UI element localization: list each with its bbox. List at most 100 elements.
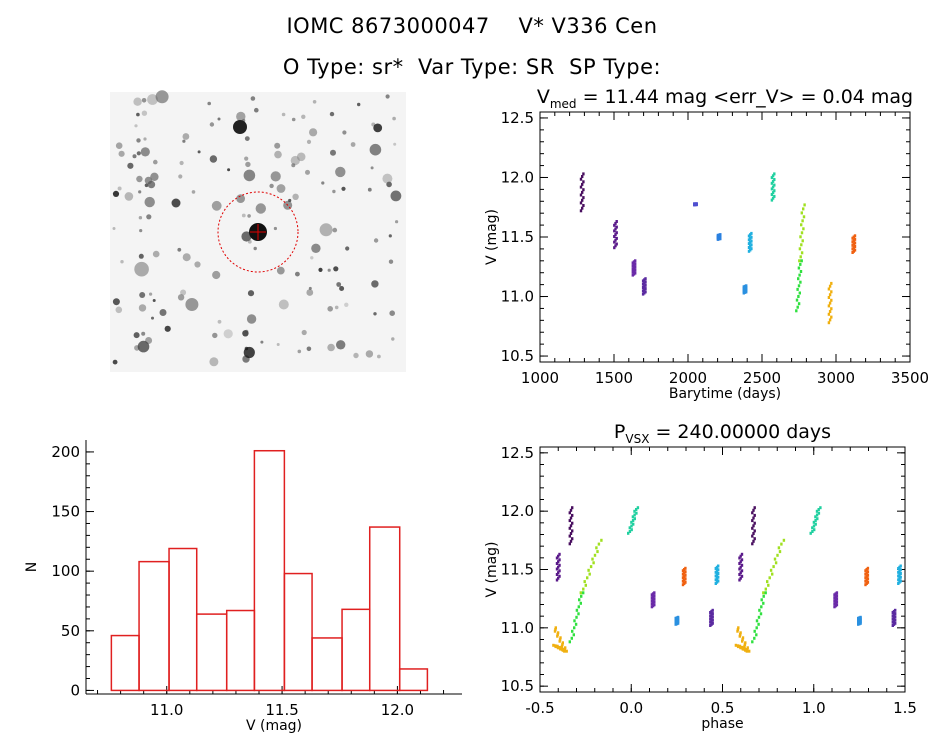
data-point bbox=[579, 591, 582, 595]
data-point bbox=[798, 291, 801, 295]
data-point bbox=[772, 565, 775, 569]
star bbox=[132, 154, 137, 159]
data-point bbox=[813, 528, 816, 532]
star bbox=[242, 330, 249, 337]
data-point bbox=[817, 508, 820, 511]
data-point bbox=[564, 646, 567, 650]
title-line-2: O Type: sr* Var Type: SR SP Type: bbox=[282, 55, 662, 79]
data-point bbox=[751, 542, 754, 546]
star bbox=[138, 253, 144, 259]
star bbox=[395, 220, 399, 224]
star bbox=[353, 352, 359, 359]
star bbox=[386, 181, 392, 188]
star bbox=[124, 192, 134, 201]
data-point bbox=[737, 626, 740, 630]
data-point bbox=[796, 305, 799, 309]
data-point bbox=[817, 511, 821, 515]
data-point bbox=[739, 565, 742, 569]
data-point bbox=[753, 636, 756, 640]
star bbox=[344, 302, 349, 307]
data-point bbox=[556, 634, 559, 638]
data-point bbox=[827, 312, 831, 316]
y-tick-label: 11.0 bbox=[501, 619, 534, 637]
data-point bbox=[853, 241, 857, 245]
data-point bbox=[717, 568, 720, 572]
data-point bbox=[571, 629, 574, 633]
data-point bbox=[579, 601, 582, 605]
data-point bbox=[762, 601, 765, 605]
star bbox=[115, 306, 123, 314]
data-point bbox=[800, 231, 804, 235]
data-point bbox=[741, 638, 744, 641]
hist-bar bbox=[341, 608, 371, 692]
data-point bbox=[738, 556, 741, 560]
star bbox=[333, 266, 339, 272]
y-tick-label: 12.0 bbox=[501, 502, 534, 520]
data-point bbox=[797, 295, 800, 298]
star bbox=[140, 147, 150, 157]
data-point bbox=[568, 526, 571, 530]
data-point bbox=[558, 639, 561, 643]
data-point bbox=[552, 643, 555, 647]
data-point bbox=[615, 225, 618, 229]
star bbox=[211, 200, 222, 211]
star bbox=[377, 354, 381, 359]
star bbox=[365, 350, 374, 358]
data-point bbox=[740, 558, 744, 562]
data-point bbox=[800, 251, 804, 255]
data-point bbox=[751, 519, 754, 523]
data-point bbox=[569, 508, 573, 512]
data-point bbox=[802, 207, 805, 211]
data-point bbox=[582, 591, 585, 595]
data-point bbox=[569, 516, 573, 520]
data-point bbox=[773, 189, 776, 193]
star bbox=[292, 193, 299, 200]
data-point bbox=[814, 515, 817, 519]
data-point bbox=[630, 524, 633, 528]
star bbox=[385, 94, 390, 99]
star bbox=[185, 298, 199, 311]
data-point bbox=[770, 187, 774, 191]
data-point bbox=[866, 577, 870, 581]
star bbox=[327, 343, 335, 352]
star bbox=[159, 309, 167, 316]
star bbox=[276, 266, 285, 275]
data-point bbox=[613, 235, 616, 238]
data-point bbox=[899, 564, 902, 568]
star bbox=[236, 111, 246, 122]
data-point bbox=[630, 528, 633, 532]
star bbox=[274, 150, 282, 159]
data-point bbox=[815, 513, 819, 517]
y-tick-label: 12.5 bbox=[501, 444, 534, 462]
star bbox=[306, 139, 312, 144]
data-point bbox=[801, 219, 804, 223]
star bbox=[178, 174, 183, 179]
data-point bbox=[859, 615, 862, 619]
star bbox=[330, 149, 336, 156]
data-point bbox=[581, 198, 584, 202]
data-point bbox=[797, 302, 801, 306]
star bbox=[336, 340, 346, 350]
data-point bbox=[741, 639, 744, 643]
data-point bbox=[830, 307, 833, 311]
data-point bbox=[571, 506, 574, 510]
data-point bbox=[894, 615, 897, 619]
hist-bar bbox=[168, 547, 198, 692]
data-point bbox=[827, 296, 831, 299]
data-point bbox=[767, 583, 770, 587]
data-point bbox=[830, 298, 833, 302]
plot-frame bbox=[539, 446, 906, 693]
data-point bbox=[866, 566, 870, 570]
data-point bbox=[615, 236, 618, 240]
star bbox=[260, 340, 264, 344]
data-point bbox=[634, 265, 637, 269]
data-point bbox=[614, 221, 617, 225]
y-tick-label: 10.5 bbox=[501, 347, 534, 365]
star bbox=[306, 346, 312, 352]
star bbox=[136, 138, 141, 143]
data-point bbox=[635, 508, 638, 511]
star bbox=[136, 151, 141, 156]
data-point bbox=[558, 638, 562, 641]
data-point bbox=[751, 640, 754, 644]
